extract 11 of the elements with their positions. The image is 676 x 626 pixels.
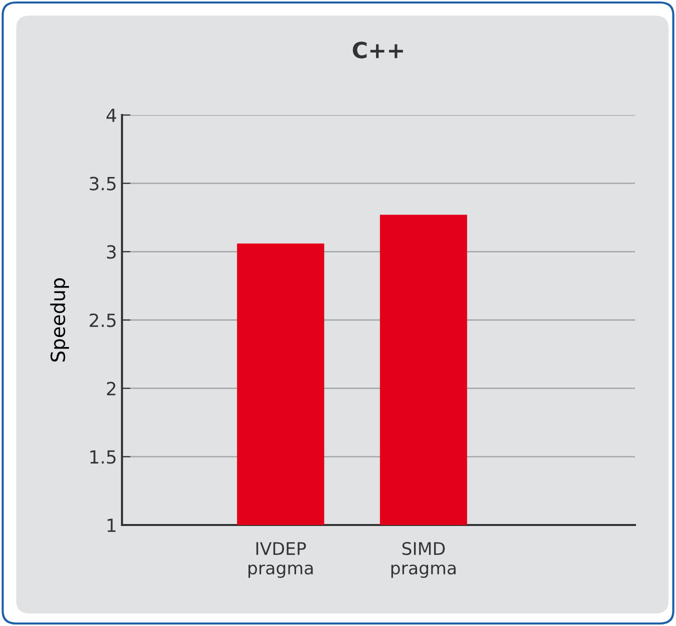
y-tick-label: 2.5 (90, 313, 116, 328)
x-tick-label: SIMD pragma (391, 542, 456, 578)
y-tick-label: 4 (106, 108, 116, 122)
chart-title: C++ (352, 42, 403, 58)
y-tick-label: 1 (108, 518, 116, 532)
y-tick-label: 1.5 (90, 450, 116, 464)
y-tick-label: 3 (107, 245, 116, 259)
x-tick-label: IVDEP pragma (248, 542, 313, 578)
y-tick-label: 2 (106, 382, 116, 396)
y-axis-title: Speedup (50, 278, 69, 362)
y-tick-label: 3.5 (90, 176, 116, 190)
